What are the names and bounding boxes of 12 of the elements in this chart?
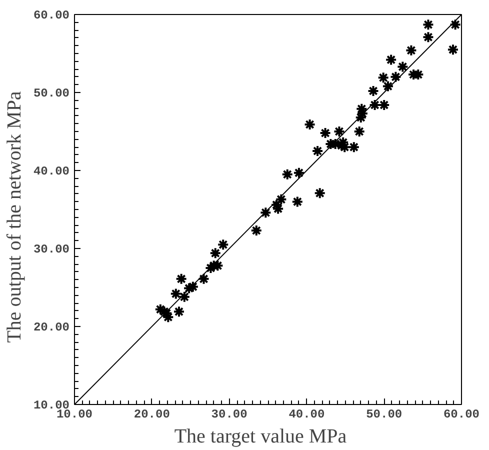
x-axis-title: The target value MPa	[174, 426, 347, 448]
x-tick-label: 20.00	[134, 408, 170, 422]
y-tick-label: 50.00	[33, 86, 70, 100]
y-tick-label: 30.00	[33, 242, 70, 256]
y-tick-label: 60.00	[33, 8, 70, 22]
x-tick-label: 30.00	[211, 408, 248, 422]
y-tick-label: 40.00	[33, 164, 70, 178]
x-tick-label: 40.00	[288, 408, 325, 422]
x-tick-label: 50.00	[366, 408, 402, 422]
y-axis-title: The output of the network MPa	[3, 91, 26, 343]
y-tick-label: 20.00	[33, 320, 70, 334]
x-tick-label: 60.00	[443, 408, 480, 422]
